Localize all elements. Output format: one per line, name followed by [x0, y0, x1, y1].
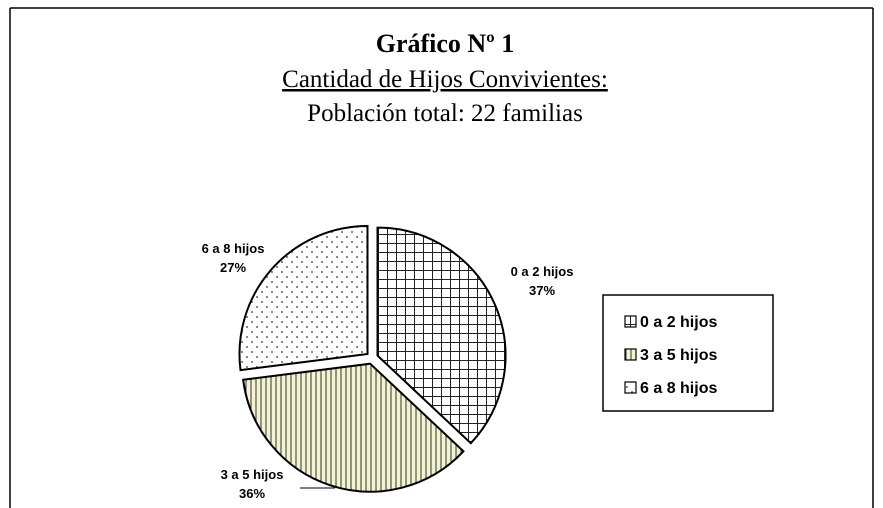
legend-swatch [624, 381, 637, 394]
pie-slice [376, 226, 507, 445]
slice-value: 37% [529, 283, 555, 298]
frame [9, 7, 874, 508]
pie-slice [242, 362, 465, 493]
chart-subtitle: Cantidad de Hijos Convivientes: [282, 66, 608, 93]
slice-label: 3 a 5 hijos [221, 467, 284, 482]
chart-subtitle: Población total: 22 familias [307, 100, 583, 127]
chart-title: Gráfico Nº 1 [376, 29, 515, 58]
legend-label: 0 a 2 hijos [640, 314, 717, 331]
legend-label: 6 a 8 hijos [640, 380, 717, 397]
slice-label: 6 a 8 hijos [202, 241, 265, 256]
legend-swatch [624, 348, 637, 361]
slice-label: 0 a 2 hijos [511, 264, 574, 279]
slice-value: 36% [239, 486, 265, 501]
pie-slice [238, 225, 369, 372]
legend-swatch [624, 315, 637, 328]
legend-label: 3 a 5 hijos [640, 347, 717, 364]
slice-value: 27% [220, 260, 246, 275]
